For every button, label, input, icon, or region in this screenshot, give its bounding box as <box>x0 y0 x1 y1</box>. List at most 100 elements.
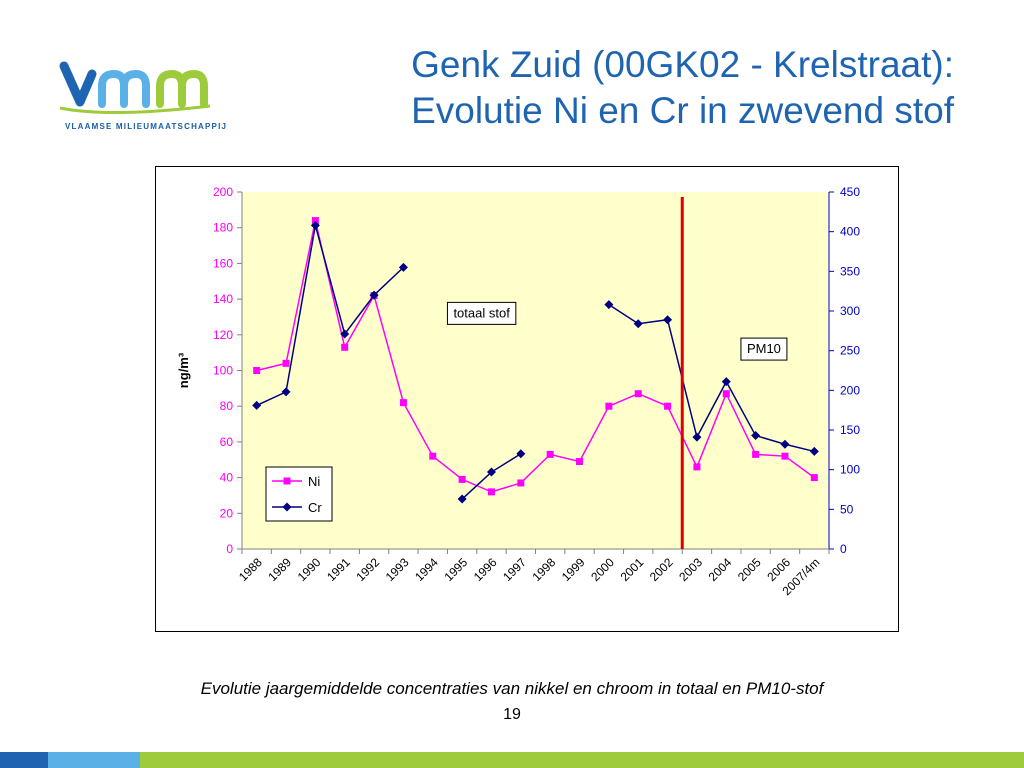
point-cr <box>516 449 526 459</box>
point-ni <box>311 217 319 225</box>
point-ni <box>752 450 760 458</box>
x-tick-label: 1999 <box>559 555 588 584</box>
annotation-label: PM10 <box>747 341 781 356</box>
y-left-tick-label: 40 <box>220 471 234 485</box>
y-right-tick-label: 250 <box>840 344 860 358</box>
point-cr <box>692 432 702 442</box>
point-ni <box>781 452 789 460</box>
logo-tagline: VLAAMSE MILIEUMAATSCHAPPIJ <box>65 122 228 131</box>
x-tick-label: 2001 <box>618 555 647 584</box>
logo-swoosh <box>59 104 211 115</box>
point-ni <box>458 475 466 483</box>
point-ni <box>722 390 730 398</box>
x-tick-label: 2003 <box>676 555 705 584</box>
y-right-tick-label: 300 <box>840 304 860 318</box>
y-right-tick-label: 100 <box>840 463 860 477</box>
x-tick-label: 2005 <box>735 555 764 584</box>
annotation-frame <box>446 301 517 325</box>
footer-segment-light-blue <box>48 752 140 768</box>
point-ni <box>634 390 642 398</box>
point-cr <box>604 300 614 310</box>
footer-segment-dark-blue <box>0 752 48 768</box>
y-right-tick-label: 200 <box>840 383 860 397</box>
point-cr <box>780 439 790 449</box>
y-right-tick-label: 0 <box>840 542 847 556</box>
point-ni <box>487 488 495 496</box>
point-cr <box>398 262 408 272</box>
point-ni <box>693 463 701 471</box>
legend-label-ni: Ni <box>308 474 320 489</box>
point-ni <box>399 399 407 407</box>
point-cr <box>751 431 761 441</box>
annotation-label: totaal stof <box>453 305 510 320</box>
x-tick-label: 2000 <box>588 555 617 584</box>
point-cr <box>809 446 819 456</box>
point-cr <box>340 329 350 339</box>
slide-title-line2: Evolutie Ni en Cr in zwevend stof <box>411 90 954 131</box>
y-right-tick-label: 50 <box>840 502 854 516</box>
y-right-tick-label: 450 <box>840 185 860 199</box>
legend-marker <box>282 502 292 512</box>
x-tick-label: 1996 <box>471 555 500 584</box>
point-ni <box>546 450 554 458</box>
x-tick-label: 1988 <box>236 555 265 584</box>
x-tick-label: 1990 <box>295 555 324 584</box>
logo-letter-m2 <box>156 69 208 108</box>
series-line-cr <box>256 225 404 407</box>
y-left-tick-label: 80 <box>220 399 234 413</box>
legend-marker <box>283 477 291 485</box>
point-ni <box>810 474 818 482</box>
point-cr <box>721 377 731 387</box>
point-cr <box>310 220 320 230</box>
x-tick-label: 2002 <box>647 555 676 584</box>
x-tick-label: 1992 <box>353 555 382 584</box>
y-left-tick-label: 120 <box>213 328 233 342</box>
chart: 0204060801001201401601802000501001502002… <box>176 185 860 598</box>
y-left-tick-label: 200 <box>213 185 233 199</box>
x-tick-label: 2004 <box>706 555 735 584</box>
legend-frame <box>265 466 333 522</box>
x-tick-label: 1997 <box>500 555 529 584</box>
point-cr <box>369 290 379 300</box>
y-left-tick-label: 100 <box>213 364 233 378</box>
footer-segment-green <box>140 752 1024 768</box>
legend: Ni Cr <box>265 466 333 522</box>
point-ni <box>517 479 525 487</box>
chart-caption: Evolutie jaargemiddelde concentraties va… <box>200 679 824 698</box>
y-axis-title: ng/m³ <box>176 352 191 388</box>
page-number: 19 <box>503 706 521 723</box>
point-ni <box>664 402 672 410</box>
chart-frame: 0 20 40 60 80 100 120 140 160 180 200 0 50 100 150 200 2… <box>155 166 899 632</box>
y-right-tick-label: 350 <box>840 264 860 278</box>
x-tick-label: 1991 <box>324 555 353 584</box>
y-left-tick-label: 140 <box>213 292 233 306</box>
footer-bar <box>0 752 1024 768</box>
slide-title: Genk Zuid (00GK02 - Krelstraat): Evoluti… <box>254 42 954 134</box>
point-cr <box>633 319 643 329</box>
y-left-tick-label: 160 <box>213 256 233 270</box>
x-tick-label: 1989 <box>265 555 294 584</box>
point-ni <box>253 367 261 374</box>
y-right-tick-label: 400 <box>840 225 860 239</box>
point-ni <box>282 359 290 367</box>
x-tick-label: 1995 <box>441 555 470 584</box>
x-tick-label: 1998 <box>530 555 559 584</box>
annotation-box: totaal stof <box>446 301 517 325</box>
series-line-ni <box>256 220 815 493</box>
annotation-frame <box>740 337 788 361</box>
point-cr <box>663 315 673 325</box>
slide-title-line1: Genk Zuid (00GK02 - Krelstraat): <box>411 44 954 85</box>
annotation-box: PM10 <box>740 337 788 361</box>
point-cr <box>281 387 291 397</box>
point-cr <box>486 467 496 477</box>
y-left-tick-label: 180 <box>213 221 233 235</box>
plot-area <box>242 192 829 549</box>
legend-label-cr: Cr <box>308 500 322 515</box>
point-ni <box>605 402 613 410</box>
point-cr <box>457 494 467 504</box>
y-right-tick-label: 150 <box>840 423 860 437</box>
vmm-logo <box>59 61 211 115</box>
x-tick-label: 1994 <box>412 555 441 584</box>
y-left-tick-label: 60 <box>220 435 234 449</box>
point-ni <box>576 458 584 466</box>
